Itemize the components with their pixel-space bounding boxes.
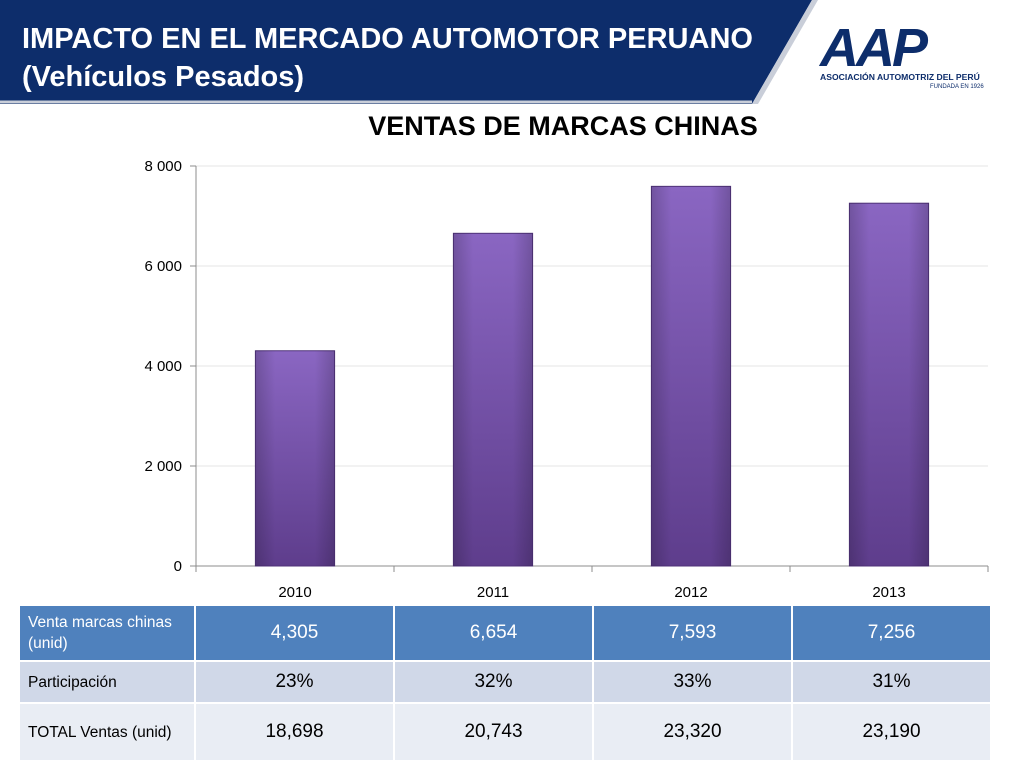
table-row: Venta marcas chinas (unid) 4,305 6,654 7… (18, 604, 992, 662)
chart-tick-labels: 0 2 000 4 000 6 000 8 000 2010 2011 2012 2013 (144, 158, 905, 601)
table-cell: 23% (194, 660, 395, 704)
chart-bars (254, 185, 930, 567)
x-tick-label: 2011 (477, 584, 509, 601)
header-background (0, 0, 818, 104)
y-tick-label: 8 000 (144, 158, 182, 175)
table-cell: 32% (393, 660, 594, 704)
table-cell: 33% (592, 660, 793, 704)
row-label: Participación (18, 660, 196, 704)
table-row: TOTAL Ventas (unid) 18,698 20,743 23,320… (18, 702, 992, 762)
logo-founded: FUNDADA EN 1926 (930, 84, 984, 90)
table-cell: 31% (791, 660, 992, 704)
header-band: IMPACTO EN EL MERCADO AUTOMOTOR PERUANO … (0, 0, 1024, 104)
page-title: IMPACTO EN EL MERCADO AUTOMOTOR PERUANO … (22, 20, 762, 96)
table-cell: 20,743 (393, 702, 594, 762)
page-title-line2: (Vehículos Pesados) (22, 61, 305, 93)
logo-org-name: ASOCIACIÓN AUTOMOTRIZ DEL PERÚ (820, 72, 980, 82)
bar-shade-2012 (651, 186, 731, 566)
bar-shade-2010 (255, 350, 335, 566)
chart-title: VENTAS DE MARCAS CHINAS (368, 111, 758, 141)
y-tick-label: 2 000 (144, 458, 182, 475)
table-cell: 4,305 (194, 604, 395, 662)
row-label: TOTAL Ventas (unid) (18, 702, 196, 762)
bar-shade-2011 (453, 233, 533, 567)
x-tick-label: 2012 (674, 584, 707, 601)
data-table: Venta marcas chinas (unid) 4,305 6,654 7… (18, 604, 992, 762)
page-title-line1: IMPACTO EN EL MERCADO AUTOMOTOR PERUANO (22, 23, 753, 55)
row-label: Venta marcas chinas (unid) (18, 604, 196, 662)
table-cell: 23,190 (791, 702, 992, 762)
x-tick-label: 2010 (278, 584, 311, 601)
table-cell: 18,698 (194, 702, 395, 762)
y-tick-label: 4 000 (144, 358, 182, 375)
aap-logo: AAP ASOCIACIÓN AUTOMOTRIZ DEL PERÚ FUNDA… (818, 18, 988, 98)
x-tick-label: 2013 (872, 584, 905, 601)
bar-chart: 0 2 000 4 000 6 000 8 000 2010 2011 2012 2013 (144, 158, 989, 601)
table-cell: 23,320 (592, 702, 793, 762)
y-tick-label: 6 000 (144, 258, 182, 275)
bar-shade-2013 (849, 203, 929, 566)
table-row: Participación 23% 32% 33% 31% (18, 660, 992, 704)
y-tick-label: 0 (174, 558, 182, 575)
table-cell: 6,654 (393, 604, 594, 662)
table-cell: 7,256 (791, 604, 992, 662)
logo-mark: AAP (820, 18, 928, 78)
table-cell: 7,593 (592, 604, 793, 662)
